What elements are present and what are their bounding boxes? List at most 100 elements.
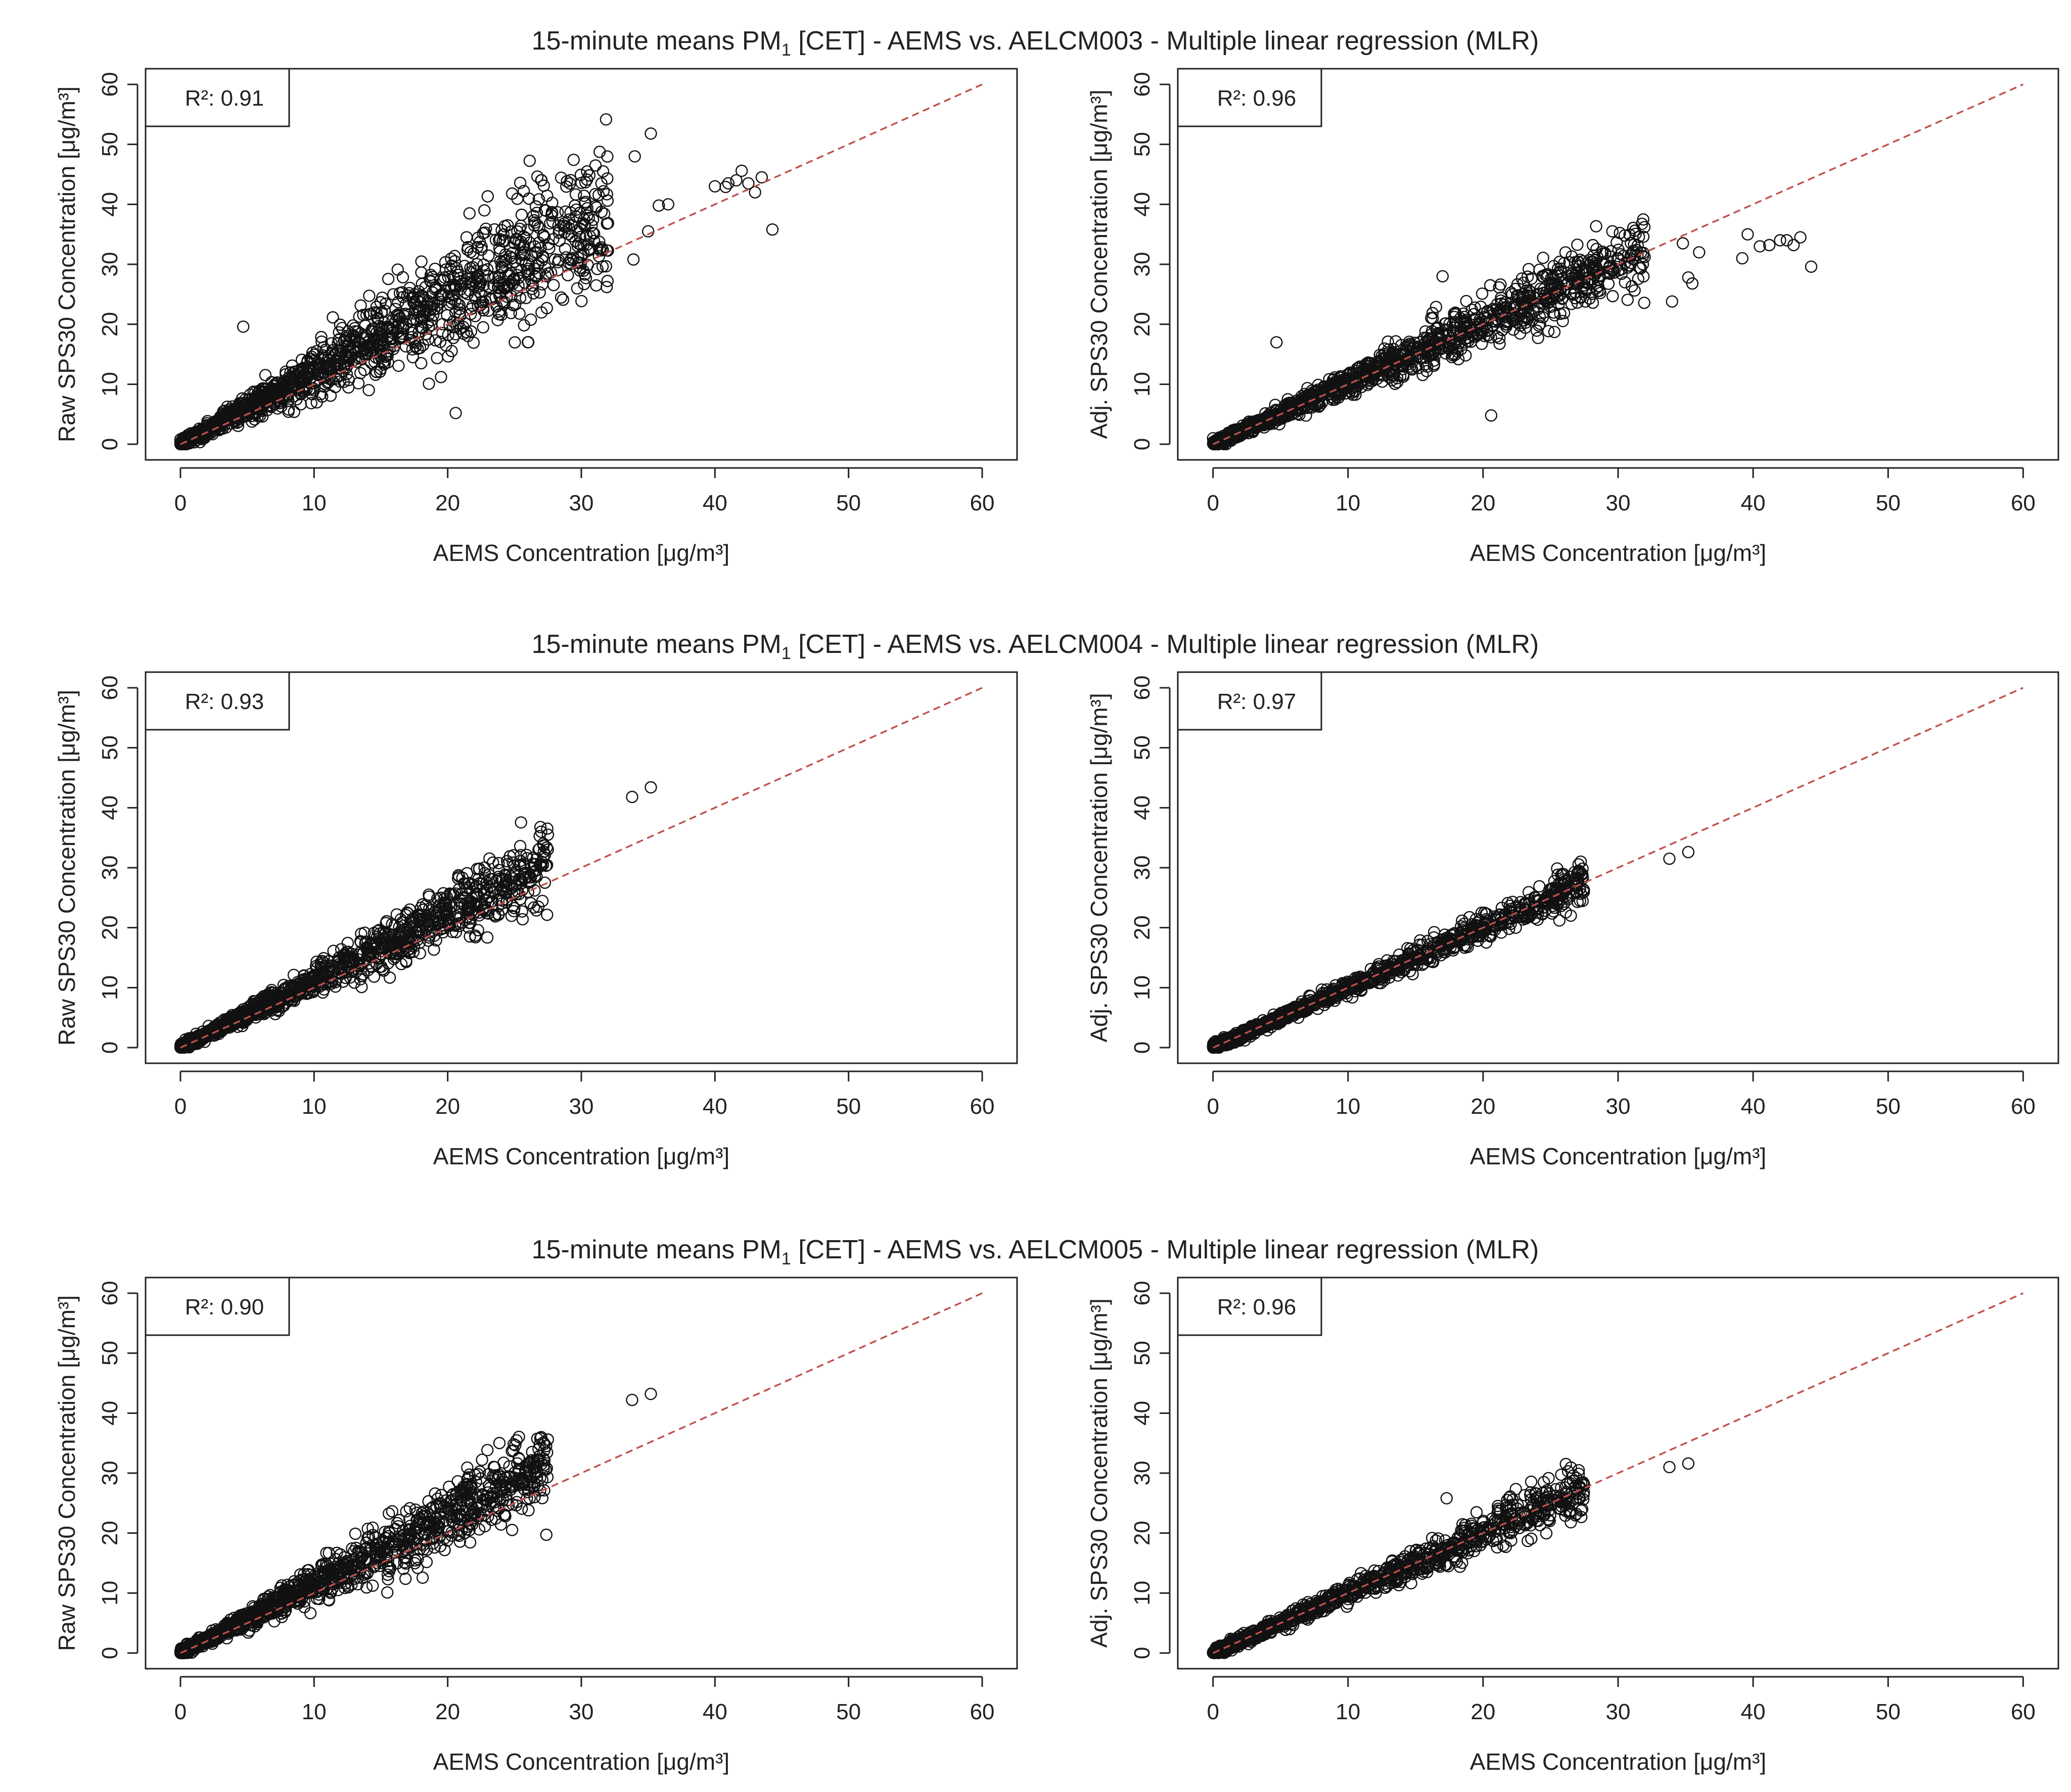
data-point (601, 172, 614, 185)
data-point (506, 247, 519, 259)
data-point (463, 284, 476, 297)
data-point (259, 369, 272, 382)
data-point (531, 219, 544, 232)
data-point (391, 263, 404, 276)
data-point (1593, 285, 1606, 297)
data-point (565, 230, 578, 243)
outlier-point (735, 164, 748, 177)
data-point (395, 327, 408, 340)
data-point (547, 233, 560, 246)
outlier-point (662, 198, 675, 211)
data-point (560, 180, 573, 193)
row-title-prefix: 15-minute means PM (532, 630, 781, 659)
data-point (571, 282, 584, 295)
outlier-point (709, 180, 721, 193)
x-tick-label: 10 (302, 491, 327, 515)
y-tick-label: 30 (98, 856, 122, 880)
data-point (255, 403, 267, 416)
data-point (423, 300, 436, 313)
outlier-point (1436, 270, 1449, 282)
data-point (341, 352, 353, 364)
data-point (1569, 286, 1582, 299)
data-point (290, 393, 303, 406)
data-point (363, 290, 376, 302)
x-tick-label: 40 (703, 491, 727, 515)
data-point (449, 328, 462, 341)
data-point (518, 319, 530, 332)
data-point (546, 215, 559, 228)
data-point (600, 260, 613, 273)
x-tick-label: 30 (1606, 491, 1631, 515)
outlier-point (641, 225, 655, 238)
data-point (538, 230, 551, 244)
x-tick-label: 40 (703, 1094, 727, 1119)
y-tick-label: 50 (98, 735, 122, 760)
data-point (358, 363, 371, 376)
data-point (1532, 303, 1545, 315)
data-point (521, 223, 534, 236)
data-point (547, 278, 560, 292)
plot-frame (145, 68, 1018, 461)
r-squared-label: R²: 0.91 (185, 86, 264, 111)
outlier-point (1485, 409, 1498, 422)
reference-line (1212, 83, 2024, 445)
data-point (448, 250, 461, 262)
data-point (234, 397, 247, 410)
data-point (415, 266, 428, 279)
data-point (533, 286, 546, 299)
x-axis-label: AEMS Concentration [μg/m³] (1470, 540, 1766, 566)
data-point (220, 421, 233, 434)
data-point (370, 301, 383, 313)
data-point (429, 334, 442, 347)
data-point (1420, 365, 1433, 378)
y-tick-label: 0 (1130, 438, 1155, 450)
data-point (1426, 307, 1439, 319)
data-point (1586, 273, 1599, 286)
data-point (393, 287, 406, 300)
data-point (480, 222, 492, 235)
data-point (473, 286, 486, 298)
data-point (298, 369, 311, 382)
data-point (462, 241, 474, 254)
data-point (597, 185, 610, 198)
data-point (592, 250, 606, 263)
data-point (354, 367, 367, 380)
outlier-point (730, 174, 743, 186)
data-point (415, 255, 428, 268)
data-point (319, 343, 332, 356)
data-point (422, 316, 434, 329)
x-tick-label: 30 (569, 491, 594, 515)
data-point (1495, 292, 1507, 304)
data-point (541, 908, 554, 921)
data-point (1628, 284, 1641, 297)
row-title-prefix: 15-minute means PM (532, 26, 781, 56)
data-point (1586, 296, 1599, 309)
data-point (481, 931, 494, 944)
data-point (443, 318, 456, 331)
data-point (310, 396, 323, 409)
data-point (495, 261, 508, 273)
data-point (409, 298, 422, 310)
data-point (1610, 236, 1623, 249)
data-point (463, 207, 476, 220)
data-point (365, 356, 378, 369)
data-point (425, 275, 437, 288)
data-point (315, 335, 328, 348)
outlier-point (755, 171, 768, 184)
outlier-point (449, 407, 462, 419)
y-tick-label: 10 (1130, 372, 1155, 397)
data-point (578, 277, 590, 291)
row-title-subscript: 1 (781, 40, 791, 60)
data-point (206, 428, 219, 441)
data-point (253, 386, 266, 398)
data-point (1404, 360, 1416, 373)
y-tick-label: 10 (98, 372, 122, 397)
data-point (383, 971, 396, 984)
data-point (243, 405, 255, 418)
data-point (395, 332, 407, 344)
data-point (342, 354, 355, 367)
data-point (557, 293, 570, 306)
data-point (489, 291, 502, 304)
data-point (399, 307, 412, 320)
data-point (601, 274, 614, 288)
